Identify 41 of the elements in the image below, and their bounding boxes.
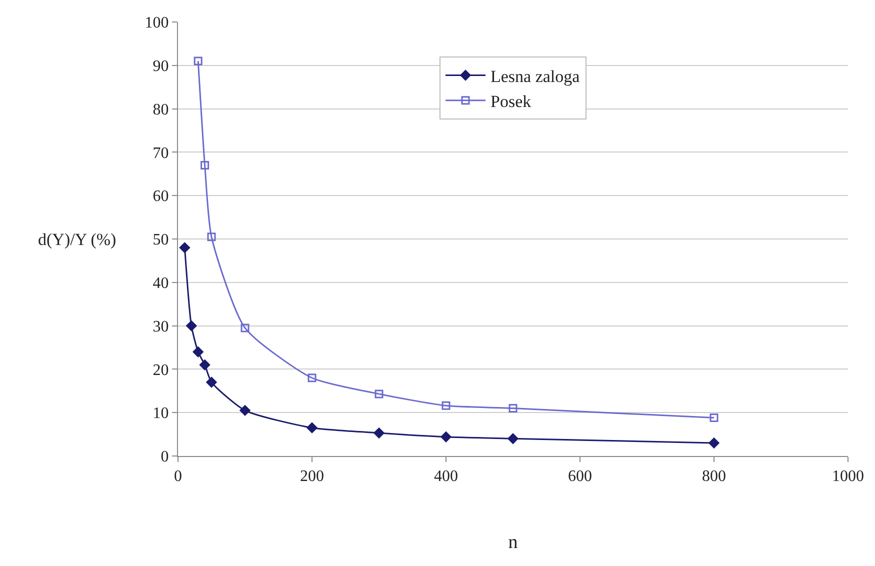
point — [374, 390, 384, 398]
y-tick-label: 60 — [152, 188, 169, 206]
y-tick-label: 10 — [152, 405, 169, 422]
y-tick-label: 0 — [160, 448, 169, 466]
point — [308, 374, 316, 382]
y-axis-title: d(Y)/Y (%) — [38, 230, 116, 249]
point — [200, 360, 210, 370]
legend-label: Lesna zaloga — [490, 66, 580, 86]
x-tick-label: 600 — [568, 468, 592, 486]
y-tick-label: 90 — [152, 58, 169, 75]
legend-label: Posek — [490, 92, 532, 111]
point — [440, 432, 452, 442]
y-tick-label: 20 — [152, 362, 169, 379]
point — [306, 422, 318, 434]
y-tick-label: 80 — [152, 101, 169, 118]
point — [194, 56, 202, 66]
x-tick-label: 800 — [702, 468, 726, 486]
x-tick-label: 400 — [434, 468, 458, 486]
point — [207, 232, 216, 242]
y-tick-label: 40 — [152, 275, 169, 292]
x-axis-title: n — [508, 532, 518, 553]
x-tick-label: 0 — [174, 468, 182, 486]
point — [710, 414, 718, 422]
point — [442, 401, 450, 410]
point — [374, 428, 384, 438]
point — [192, 346, 204, 358]
point — [240, 324, 250, 332]
y-tick-label: 70 — [152, 144, 169, 162]
point — [508, 433, 518, 444]
y-tick-label: 50 — [152, 232, 169, 249]
point — [508, 404, 518, 413]
point — [206, 376, 217, 388]
point — [240, 405, 250, 416]
point — [179, 242, 190, 253]
y-tick-label: 100 — [144, 14, 169, 32]
point — [200, 160, 210, 170]
point — [708, 438, 720, 448]
point — [186, 320, 197, 332]
x-tick-label: 1000 — [832, 468, 864, 486]
x-tick-label: 200 — [300, 468, 324, 486]
y-tick-label: 30 — [152, 318, 169, 336]
